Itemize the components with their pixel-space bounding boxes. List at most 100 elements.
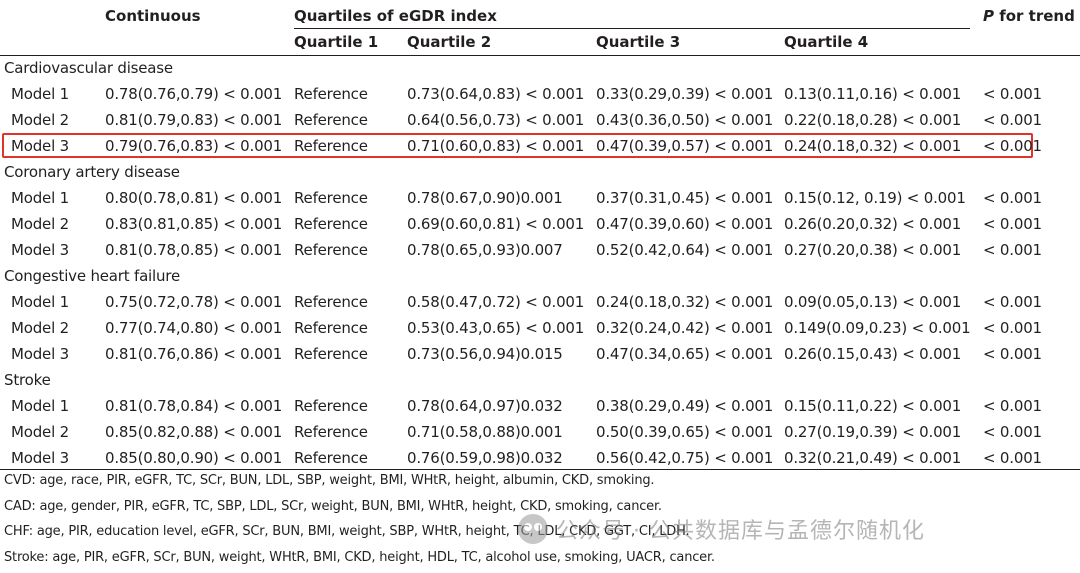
section-title: Stroke [4,371,51,389]
cell-model: Model 1 [11,293,69,311]
cell-quartile-3: 0.43(0.36,0.50) < 0.001 [596,111,774,129]
cell-model: Model 3 [11,241,69,259]
cell-continuous: 0.81(0.79,0.83) < 0.001 [105,111,283,129]
section-title: Coronary artery disease [4,163,180,181]
cell-continuous: 0.81(0.78,0.85) < 0.001 [105,241,283,259]
cell-model: Model 1 [11,189,69,207]
header-p-for-trend: P for trend [983,7,1075,25]
cell-quartile-3: 0.32(0.24,0.42) < 0.001 [596,319,774,337]
quartiles-group-rule [294,28,970,29]
cell-quartile-1: Reference [294,215,368,233]
cell-continuous: 0.80(0.78,0.81) < 0.001 [105,189,283,207]
cell-model: Model 3 [11,449,69,467]
cell-p-trend: < 0.001 [983,449,1042,467]
cell-quartile-3: 0.37(0.31,0.45) < 0.001 [596,189,774,207]
cell-continuous: 0.78(0.76,0.79) < 0.001 [105,85,283,103]
cell-quartile-4: 0.22(0.18,0.28) < 0.001 [784,111,962,129]
cell-quartile-2: 0.76(0.59,0.98)0.032 [407,449,563,467]
header-continuous: Continuous [105,7,201,25]
cell-quartile-1: Reference [294,449,368,467]
header-p-italic: P [983,7,994,25]
cell-quartile-2: 0.71(0.60,0.83) < 0.001 [407,137,585,155]
cell-quartile-1: Reference [294,189,368,207]
cell-p-trend: < 0.001 [983,137,1042,155]
cell-quartile-3: 0.47(0.34,0.65) < 0.001 [596,345,774,363]
cell-continuous: 0.85(0.80,0.90) < 0.001 [105,449,283,467]
cell-quartile-1: Reference [294,293,368,311]
cell-quartile-1: Reference [294,397,368,415]
cell-quartile-2: 0.78(0.64,0.97)0.032 [407,397,563,415]
footnote-cvd: CVD: age, race, PIR, eGFR, TC, SCr, BUN,… [4,473,655,488]
cell-p-trend: < 0.001 [983,397,1042,415]
cell-p-trend: < 0.001 [983,293,1042,311]
cell-quartile-4: 0.149(0.09,0.23) < 0.001 [784,319,971,337]
cell-quartile-2: 0.71(0.58,0.88)0.001 [407,423,563,441]
cell-quartile-4: 0.27(0.19,0.39) < 0.001 [784,423,962,441]
cell-quartile-4: 0.24(0.18,0.32) < 0.001 [784,137,962,155]
header-quartile-3: Quartile 3 [596,33,681,51]
cell-quartile-3: 0.50(0.39,0.65) < 0.001 [596,423,774,441]
cell-continuous: 0.77(0.74,0.80) < 0.001 [105,319,283,337]
cell-quartile-4: 0.26(0.20,0.32) < 0.001 [784,215,962,233]
cell-quartile-1: Reference [294,345,368,363]
cell-quartile-2: 0.78(0.67,0.90)0.001 [407,189,563,207]
cell-quartile-4: 0.15(0.12, 0.19) < 0.001 [784,189,966,207]
watermark-text: 公众号 · 公共数据库与孟德尔随机化 [556,519,925,544]
header-quartile-4: Quartile 4 [784,33,869,51]
footnote-stroke: Stroke: age, PIR, eGFR, SCr, BUN, weight… [4,550,715,565]
cell-quartile-3: 0.47(0.39,0.57) < 0.001 [596,137,774,155]
cell-p-trend: < 0.001 [983,423,1042,441]
cell-p-trend: < 0.001 [983,85,1042,103]
cell-p-trend: < 0.001 [983,215,1042,233]
cell-model: Model 3 [11,345,69,363]
cell-quartile-3: 0.33(0.29,0.39) < 0.001 [596,85,774,103]
cell-quartile-2: 0.64(0.56,0.73) < 0.001 [407,111,585,129]
wechat-icon [518,514,548,544]
header-quartile-1: Quartile 1 [294,33,379,51]
header-bottom-rule [0,55,1080,56]
cell-continuous: 0.79(0.76,0.83) < 0.001 [105,137,283,155]
cell-quartile-3: 0.52(0.42,0.64) < 0.001 [596,241,774,259]
cell-quartile-3: 0.38(0.29,0.49) < 0.001 [596,397,774,415]
cell-quartile-4: 0.27(0.20,0.38) < 0.001 [784,241,962,259]
section-title: Cardiovascular disease [4,59,173,77]
cell-quartile-1: Reference [294,319,368,337]
header-quartiles-group: Quartiles of eGDR index [294,7,497,25]
cell-quartile-3: 0.56(0.42,0.75) < 0.001 [596,449,774,467]
section-title: Congestive heart failure [4,267,180,285]
cell-continuous: 0.81(0.76,0.86) < 0.001 [105,345,283,363]
cell-p-trend: < 0.001 [983,241,1042,259]
cell-model: Model 2 [11,111,69,129]
cell-quartile-3: 0.24(0.18,0.32) < 0.001 [596,293,774,311]
cell-quartile-1: Reference [294,85,368,103]
cell-quartile-1: Reference [294,423,368,441]
cell-model: Model 2 [11,319,69,337]
cell-quartile-1: Reference [294,241,368,259]
watermark: 公众号 · 公共数据库与孟德尔随机化 [518,513,925,545]
cell-model: Model 1 [11,85,69,103]
cell-continuous: 0.75(0.72,0.78) < 0.001 [105,293,283,311]
cell-quartile-4: 0.32(0.21,0.49) < 0.001 [784,449,962,467]
cell-p-trend: < 0.001 [983,319,1042,337]
footnote-cad: CAD: age, gender, PIR, eGFR, TC, SBP, LD… [4,499,662,514]
header-quartile-2: Quartile 2 [407,33,492,51]
cell-continuous: 0.81(0.78,0.84) < 0.001 [105,397,283,415]
cell-quartile-2: 0.73(0.56,0.94)0.015 [407,345,563,363]
cell-continuous: 0.83(0.81,0.85) < 0.001 [105,215,283,233]
cell-p-trend: < 0.001 [983,111,1042,129]
cell-p-trend: < 0.001 [983,345,1042,363]
cell-p-trend: < 0.001 [983,189,1042,207]
table-bottom-rule [0,469,1080,470]
cell-quartile-4: 0.26(0.15,0.43) < 0.001 [784,345,962,363]
highlight-box [2,133,1033,158]
cell-quartile-2: 0.69(0.60,0.81) < 0.001 [407,215,585,233]
cell-quartile-4: 0.09(0.05,0.13) < 0.001 [784,293,962,311]
cell-quartile-1: Reference [294,137,368,155]
cell-quartile-3: 0.47(0.39,0.60) < 0.001 [596,215,774,233]
cell-quartile-2: 0.53(0.43,0.65) < 0.001 [407,319,585,337]
cell-quartile-1: Reference [294,111,368,129]
cell-quartile-2: 0.73(0.64,0.83) < 0.001 [407,85,585,103]
cell-continuous: 0.85(0.82,0.88) < 0.001 [105,423,283,441]
cell-quartile-4: 0.15(0.11,0.22) < 0.001 [784,397,962,415]
header-p-rest: for trend [994,7,1075,25]
